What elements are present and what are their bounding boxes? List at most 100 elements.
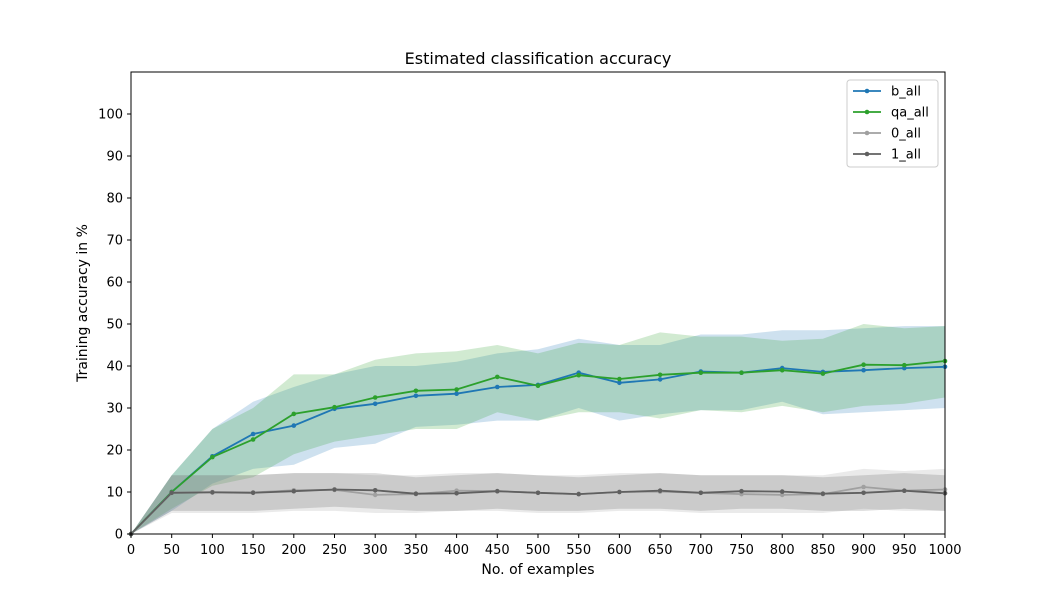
point-qa_all-800: [779, 367, 785, 373]
x-tick-label-300: 300: [363, 543, 388, 558]
point-b_all-400: [454, 391, 459, 397]
legend-marker-qa_all: [864, 109, 870, 115]
x-tick-label-900: 900: [851, 543, 876, 558]
y-tick-label-100: 100: [98, 108, 123, 123]
y-axis-label: Training accuracy in %: [75, 224, 91, 383]
point-b_all-150: [250, 431, 256, 437]
point-1_all-450: [495, 488, 500, 494]
point-b_all-650: [657, 377, 663, 382]
point-qa_all-850: [820, 371, 826, 376]
point-qa_all-250: [332, 404, 337, 410]
point-1_all-550: [576, 491, 581, 497]
y-tick-label-40: 40: [106, 360, 123, 375]
x-tick-label-500: 500: [526, 543, 551, 558]
band-1_all: [131, 473, 945, 534]
band-0_all: [131, 468, 945, 534]
point-qa_all-650: [657, 372, 663, 378]
point-1_all-50: [169, 490, 174, 496]
x-axis-label: No. of examples: [481, 562, 594, 578]
point-b_all-200: [291, 423, 297, 428]
point-1_all-650: [657, 488, 663, 494]
x-tick-label-950: 950: [892, 543, 917, 558]
y-tick-label-70: 70: [106, 234, 123, 249]
point-b_all-350: [413, 393, 419, 399]
band-b_all: [131, 326, 945, 534]
point-qa_all-900: [861, 362, 866, 368]
legend-label-b_all: b_all: [891, 85, 921, 100]
legend-box: [846, 79, 939, 168]
y-tick-label-60: 60: [106, 276, 123, 291]
point-0_all-800: [779, 492, 785, 498]
point-1_all-150: [250, 490, 256, 496]
band-qa_all: [131, 324, 945, 534]
x-tick-label-350: 350: [403, 543, 428, 558]
y-tick-label-10: 10: [106, 486, 123, 501]
x-tick-label-700: 700: [688, 543, 713, 558]
y-tick-label-20: 20: [106, 444, 123, 459]
point-qa_all-550: [576, 372, 581, 378]
legend-marker-0_all: [864, 130, 870, 136]
x-tick-label-650: 650: [648, 543, 673, 558]
point-1_all-250: [332, 487, 337, 492]
x-tick-label-800: 800: [770, 543, 795, 558]
point-qa_all-300: [372, 395, 378, 400]
point-qa_all-950: [902, 362, 907, 368]
point-1_all-500: [535, 490, 541, 496]
y-tick-label-50: 50: [106, 318, 123, 333]
point-b_all-900: [861, 367, 866, 373]
x-tick-label-50: 50: [163, 543, 180, 558]
x-tick-label-850: 850: [810, 543, 835, 558]
y-tick-label-0: 0: [115, 528, 123, 543]
x-tick-label-100: 100: [200, 543, 225, 558]
point-qa_all-100: [210, 454, 215, 460]
x-tick-label-450: 450: [485, 543, 510, 558]
point-qa_all-750: [739, 370, 744, 376]
x-tick-label-400: 400: [444, 543, 469, 558]
x-tick-label-200: 200: [281, 543, 306, 558]
point-1_all-400: [454, 491, 459, 496]
legend-marker-b_all: [864, 88, 870, 94]
x-tick-label-150: 150: [241, 543, 266, 558]
series-markers: [128, 358, 948, 537]
point-qa_all-400: [454, 387, 459, 392]
chart-title: Estimated classification accuracy: [405, 49, 672, 68]
legend-marker-1_all: [864, 151, 870, 157]
point-qa_all-150: [250, 437, 256, 442]
point-qa_all-500: [535, 383, 541, 389]
legend-label-qa_all: qa_all: [891, 106, 929, 121]
x-tick-label-750: 750: [729, 543, 754, 558]
point-1_all-350: [413, 491, 419, 497]
y-tick-label-30: 30: [106, 402, 123, 417]
point-0_all-300: [372, 492, 378, 498]
point-1_all-750: [739, 488, 744, 494]
y-axis-ticks: 0 10 20 30 40 50 60 70 80 90 100: [98, 108, 131, 543]
point-1_all-800: [779, 489, 785, 494]
point-b_all-600: [617, 380, 622, 386]
point-b_all-300: [372, 401, 378, 407]
x-tick-label-550: 550: [566, 543, 591, 558]
point-1_all-600: [617, 489, 622, 495]
x-tick-label-250: 250: [322, 543, 347, 558]
point-qa_all-200: [291, 411, 297, 417]
y-tick-label-90: 90: [106, 150, 123, 165]
point-1_all-200: [291, 488, 297, 494]
point-qa_all-450: [495, 374, 500, 380]
point-1_all-850: [820, 491, 826, 497]
x-tick-label-0: 0: [127, 543, 135, 558]
point-0_all-900: [861, 484, 866, 490]
y-tick-label-80: 80: [106, 192, 123, 207]
point-1_all-900: [861, 490, 866, 496]
point-1_all-300: [372, 488, 378, 493]
x-tick-label-1000: 1000: [928, 543, 961, 558]
legend-label-1_all: 1_all: [891, 148, 921, 163]
legend: b_all qa_all 0_all 1_all: [846, 79, 939, 168]
point-1_all-100: [210, 490, 215, 495]
point-qa_all-700: [698, 370, 704, 376]
confidence-bands: [131, 324, 945, 534]
point-qa_all-350: [413, 388, 419, 394]
x-tick-label-600: 600: [607, 543, 632, 558]
legend-label-0_all: 0_all: [891, 127, 921, 142]
point-b_all-450: [495, 384, 500, 390]
point-1_all-950: [902, 488, 907, 494]
